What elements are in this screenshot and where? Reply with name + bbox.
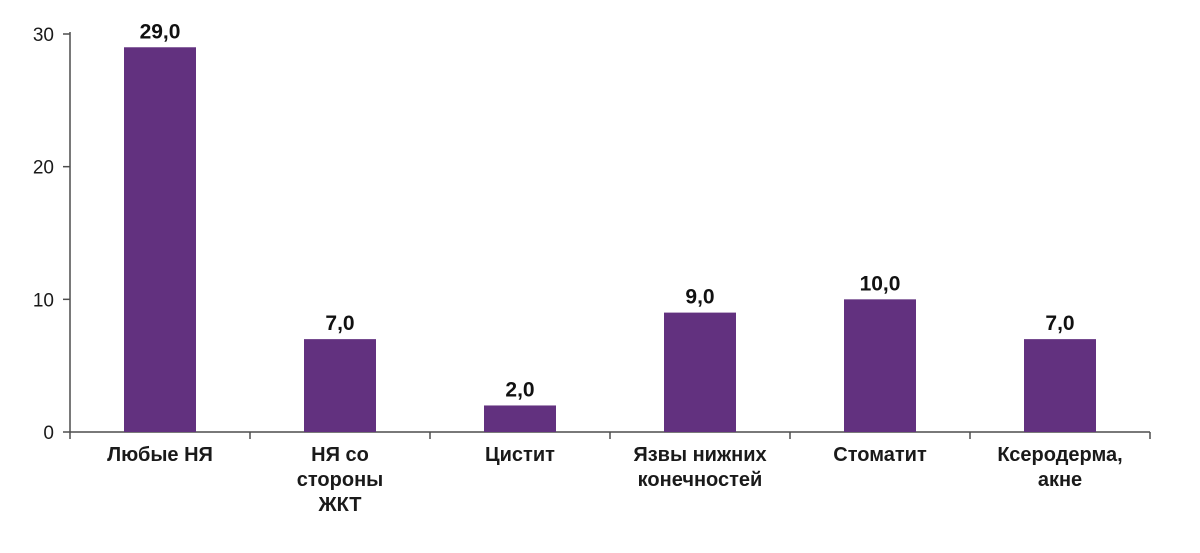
y-tick-label: 20 xyxy=(33,158,54,179)
data-labels: 29,0 7,0 2,0 9,0 10,0 7,0 xyxy=(140,20,1075,401)
bar xyxy=(124,47,196,433)
bar xyxy=(1024,339,1096,432)
category-label-line: Язвы нижних xyxy=(633,444,766,466)
bar xyxy=(664,312,736,432)
bars xyxy=(124,47,1096,433)
category-label-line: стороны xyxy=(297,469,383,491)
category-label: Язвы нижних конечностей xyxy=(633,444,766,491)
data-label: 10,0 xyxy=(860,272,901,295)
data-label: 29,0 xyxy=(140,20,181,43)
category-label: Любые НЯ xyxy=(107,444,213,466)
data-label: 7,0 xyxy=(1045,312,1074,335)
category-label: НЯ со стороны ЖКТ xyxy=(297,444,383,516)
category-label-line: конечностей xyxy=(638,469,763,491)
bar xyxy=(844,299,916,432)
category-label-line: НЯ со xyxy=(311,444,369,466)
y-tick-label: 30 xyxy=(33,25,54,46)
axes: 0 10 20 30 xyxy=(33,25,1151,444)
category-label-line: Цистит xyxy=(485,444,555,466)
y-tick-label: 0 xyxy=(43,423,54,444)
category-label-line: Ксеродерма, xyxy=(997,444,1122,466)
data-label: 2,0 xyxy=(505,378,534,401)
data-label: 7,0 xyxy=(325,312,354,335)
category-label-line: Любые НЯ xyxy=(107,444,213,466)
category-labels: Любые НЯ НЯ со стороны ЖКТ Цистит Язвы нижних… xyxy=(107,444,1123,516)
category-label: Стоматит xyxy=(833,444,927,466)
category-label-line: Стоматит xyxy=(833,444,927,466)
category-label-line: акне xyxy=(1038,469,1082,491)
category-label-line: ЖКТ xyxy=(318,494,362,516)
data-label: 9,0 xyxy=(685,286,714,309)
category-label: Ксеродерма, акне xyxy=(997,444,1122,491)
category-label: Цистит xyxy=(485,444,555,466)
bar xyxy=(484,405,556,432)
y-tick-label: 10 xyxy=(33,290,54,311)
bar xyxy=(304,339,376,432)
